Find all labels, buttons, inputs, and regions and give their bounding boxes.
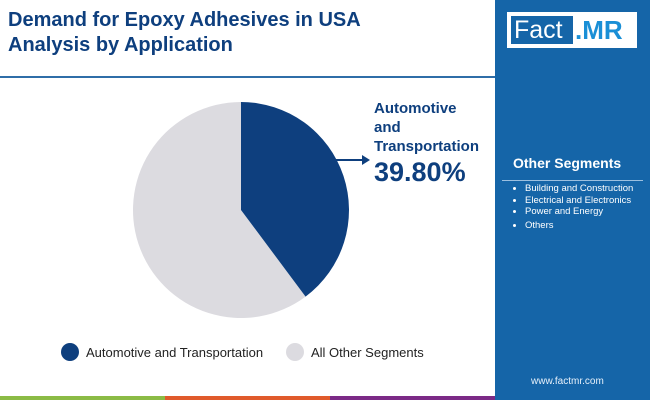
pie-slice-0 [241,102,350,297]
legend-swatch [61,343,79,361]
callout-label: Automotive and Transportation [374,99,479,156]
page-title: Demand for Epoxy Adhesives in USA Analys… [8,8,361,58]
legend-swatch [286,343,304,361]
list-item: Others [525,220,633,232]
footer-bar-orange [165,396,330,400]
sidebar-divider [502,180,643,181]
list-item: Power and Energy [525,206,633,218]
other-segments-heading: Other Segments [513,155,622,171]
footer-bar-green [0,396,165,400]
callout-line: and [374,119,401,136]
logo-part-2: .MR [575,15,623,45]
title-line-1: Demand for Epoxy Adhesives in USA [8,9,361,31]
legend-item-automotive: Automotive and Transportation [61,343,263,361]
title-line-2: Analysis by Application [8,34,233,56]
pie-slice-1 [133,102,306,318]
footer-bar-purple [330,396,495,400]
logo-part-1: Fact [511,16,573,44]
callout-arrowhead [362,155,370,165]
sidebar: Fact .MR Other Segments Building and Con… [495,0,650,400]
title-divider [0,76,495,78]
other-segments-list: Building and Construction Electrical and… [511,183,633,231]
pie-chart [133,102,370,318]
legend-item-other: All Other Segments [286,343,424,361]
factmr-logo: Fact .MR [507,12,637,48]
list-item: Building and Construction [525,183,633,195]
callout-line: Transportation [374,138,480,155]
callout-line: Automotive [374,100,457,117]
list-item: Electrical and Electronics [525,195,633,207]
website-link[interactable]: www.factmr.com [531,376,604,387]
callout-value: 39.80% [374,157,466,187]
legend-label: All Other Segments [311,344,424,360]
legend-label: Automotive and Transportation [86,344,264,360]
